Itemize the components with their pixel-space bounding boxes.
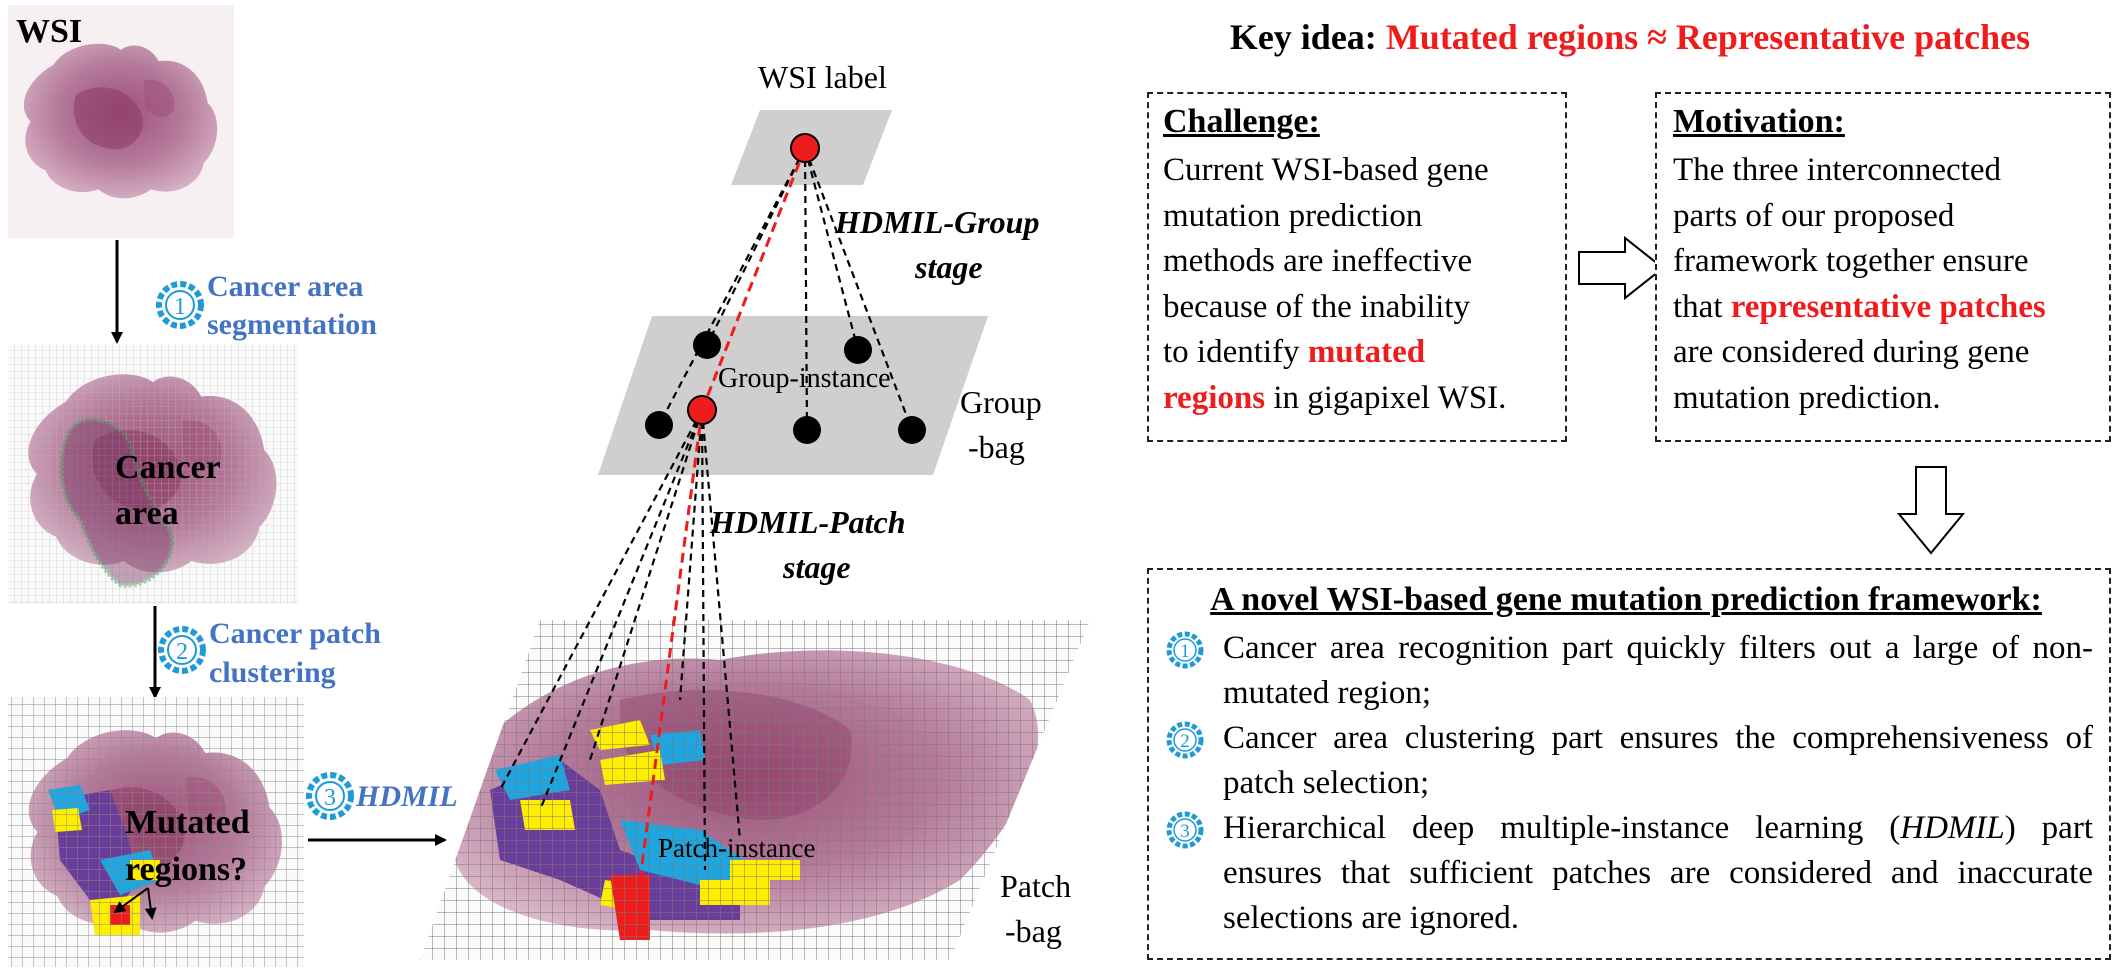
svg-text:3: 3	[1180, 821, 1190, 842]
group-instance-node	[844, 336, 872, 364]
group-attention-lines	[658, 147, 914, 431]
motivation-body: The three interconnected parts of our pr…	[1673, 148, 2093, 421]
wsi-label: WSI	[16, 13, 82, 50]
step2-label-line1: Cancer patch	[209, 617, 381, 650]
arrow-right-icon	[1578, 235, 1665, 301]
step2-gear-icon: 2	[158, 626, 206, 674]
motivation-line: parts of our proposed	[1673, 197, 1955, 234]
step1-label-line2: segmentation	[207, 308, 377, 341]
hdmil-group-stage-line2: stage	[914, 249, 983, 285]
step1-label-line1: Cancer area	[207, 270, 363, 303]
group-bag-label-line1: Group	[960, 384, 1042, 420]
patch-bag-label-line2: -bag	[1005, 913, 1062, 949]
step3-label: HDMIL	[355, 780, 458, 813]
group-instance-node	[898, 416, 926, 444]
motivation-title: Motivation:	[1673, 103, 1845, 140]
motivation-red-phrase: representative patches	[1730, 288, 2046, 325]
key-idea-highlight: Mutated regions ≈ Representative patches	[1385, 17, 2031, 57]
novel-item-3-pre: Hierarchical deep multiple-instance lear…	[1223, 810, 1901, 846]
challenge-line: Current WSI-based gene	[1163, 152, 1489, 188]
challenge-line: methods are ineffective	[1163, 243, 1473, 279]
patch-bag	[420, 620, 1090, 960]
arrow-down-icon	[1896, 466, 1966, 555]
motivation-line: are considered during gene	[1673, 334, 2030, 370]
motivation-line: The three interconnected	[1673, 152, 2001, 188]
challenge-red-word: mutated	[1307, 334, 1426, 370]
group-bag-label-line2: -bag	[968, 429, 1025, 465]
cancer-area-label-line2: area	[115, 495, 179, 532]
novel-item-3: 3 Hierarchical deep multiple-instance le…	[1159, 806, 2093, 941]
challenge-line: because of the inability	[1163, 288, 1470, 325]
wsi-label-node	[790, 133, 820, 163]
step2-gear-icon: 2	[1166, 721, 1204, 759]
wsi-label-text: WSI label	[758, 59, 887, 95]
novel-item-1-text: Cancer area recognition part quickly fil…	[1223, 630, 2093, 711]
challenge-title: Challenge:	[1163, 103, 1320, 140]
challenge-line: to identify	[1163, 334, 1308, 370]
group-bag-plane	[598, 316, 988, 475]
group-instance-node	[693, 331, 721, 359]
novel-title: A novel WSI-based gene mutation predicti…	[1210, 581, 2042, 618]
group-instance-node-selected	[687, 395, 717, 425]
step3-number: 3	[324, 785, 336, 811]
patch-attention-lines	[499, 409, 742, 871]
motivation-box: Motivation: The three interconnected par…	[1655, 92, 2111, 442]
challenge-body: Current WSI-based gene mutation predicti…	[1163, 148, 1551, 421]
step2-number: 2	[176, 639, 188, 665]
hdmil-patch-stage-line1: HDMIL-Patch	[709, 504, 906, 540]
hdmil-group-stage-line1: HDMIL-Group	[834, 204, 1039, 240]
step1-number: 1	[174, 294, 186, 320]
step1-gear-icon: 1	[1166, 631, 1204, 669]
key-idea-title: Key idea: Mutated regions ≈ Representati…	[1150, 16, 2110, 58]
novel-item-3-post: ) part ensures that sufficient patches a…	[1223, 810, 2093, 936]
mutated-label-line2: regions?	[125, 851, 247, 888]
step3-gear-icon: 3	[1166, 811, 1204, 849]
novel-item-3-italic: HDMIL	[1900, 810, 2005, 846]
step1-gear-icon: 1	[156, 281, 204, 329]
group-instance-node	[793, 416, 821, 444]
step2-label-line2: clustering	[209, 656, 336, 689]
challenge-box: Challenge: Current WSI-based gene mutati…	[1147, 92, 1567, 442]
group-instance-node	[645, 411, 673, 439]
key-idea-prefix: Key idea:	[1229, 17, 1386, 57]
challenge-tail: in gigapixel WSI.	[1265, 379, 1507, 416]
step3-gear-icon: 3	[306, 772, 354, 820]
mutated-label-line1: Mutated	[125, 804, 250, 841]
svg-text:1: 1	[1180, 641, 1190, 662]
motivation-pre-red: that	[1673, 288, 1731, 325]
svg-text:2: 2	[1180, 731, 1190, 752]
group-instance-label: Group-instance	[718, 363, 891, 394]
wsi-thumbnail-1	[8, 5, 234, 238]
patch-instance-label: Patch-instance	[658, 833, 815, 863]
novel-item-2-text: Cancer area clustering part ensures the …	[1223, 720, 2093, 801]
challenge-red-word: regions	[1163, 379, 1266, 416]
patch-bag-label-line1: Patch	[1000, 868, 1071, 904]
challenge-line: mutation prediction	[1163, 197, 1423, 234]
cancer-area-outline	[59, 417, 174, 588]
motivation-line: mutation prediction.	[1673, 379, 1941, 416]
novel-framework-box: A novel WSI-based gene mutation predicti…	[1147, 568, 2111, 960]
wsi-thumbnail-2	[8, 344, 298, 604]
novel-item-2: 2 Cancer area clustering part ensures th…	[1159, 716, 2093, 806]
wsi-thumbnail-3-clustered	[8, 697, 304, 967]
cancer-area-label-line1: Cancer	[115, 449, 221, 486]
motivation-line: framework together ensure	[1673, 243, 2029, 279]
novel-item-1: 1 Cancer area recognition part quickly f…	[1159, 626, 2093, 716]
hdmil-patch-stage-line2: stage	[782, 549, 851, 585]
